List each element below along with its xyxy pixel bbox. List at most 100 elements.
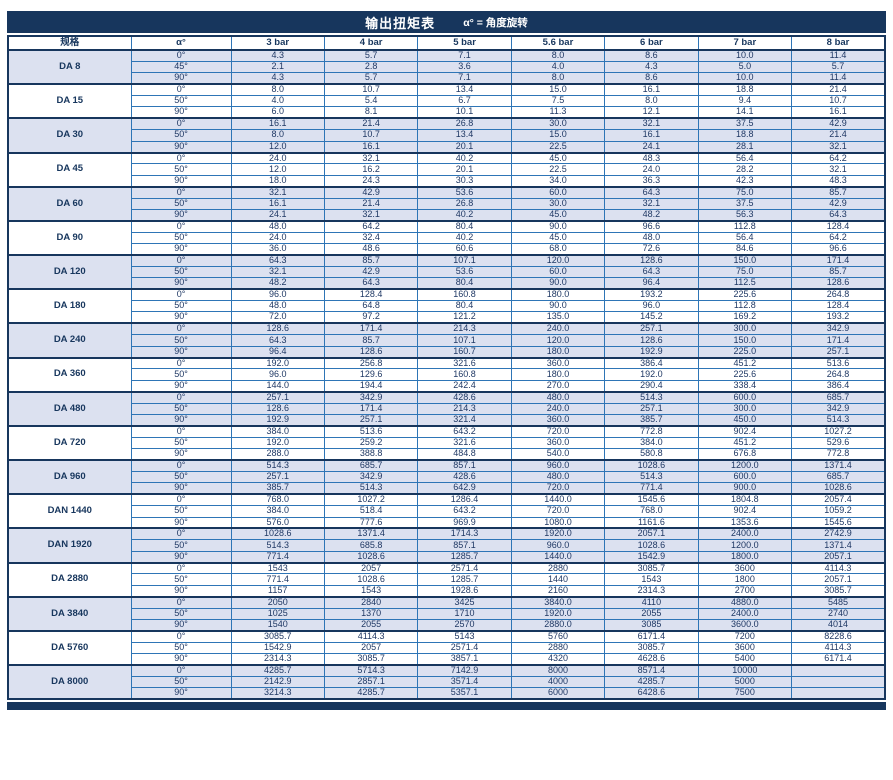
table-row: 90° 2314.3 3085.7 3857.1 4320 4628.6 5400 6171.… [8, 653, 886, 666]
value-cell: 1157 [230, 584, 325, 598]
value-cell: 1714.3 [417, 527, 512, 541]
column-header-0: 规格 [7, 35, 132, 51]
value-cell: 450.0 [697, 413, 793, 427]
value-cell: 85.7 [323, 334, 419, 347]
table-row: DA 30 0° 16.1 21.4 26.8 30.0 32.1 37.5 42.9 [7, 117, 886, 154]
value-cell: 8571.4 [604, 664, 699, 678]
value-cell: 160.8 [417, 368, 512, 381]
value-cell: 321.6 [417, 436, 512, 450]
value-cell: 3425 [417, 595, 512, 609]
value-cell: 8228.6 [791, 629, 886, 643]
value-cell: 8.6 [604, 48, 699, 62]
value-cell: 3571.4 [417, 675, 512, 689]
value-cell: 8.0 [510, 72, 606, 85]
value-cell: 3840.0 [510, 595, 606, 609]
value-cell: 3085.7 [230, 629, 325, 643]
value-cell: 2050 [230, 595, 325, 609]
table-row: 50° 48.0 64.8 80.4 90.0 96.0 112.8 128.4 [8, 300, 886, 313]
value-cell: 451.2 [697, 436, 793, 450]
value-cell: 13.4 [417, 83, 512, 97]
value-cell: 8.0 [230, 129, 325, 142]
angle-cell: 0° [130, 83, 232, 97]
table-row: 50° 2142.9 2857.1 3571.4 4000 4285.7 5000 [8, 675, 886, 689]
value-cell: 3085.7 [791, 584, 886, 598]
table-row: 45° 2.1 2.8 3.6 4.0 4.3 5.0 5.7 [8, 60, 886, 74]
value-cell: 514.3 [604, 390, 699, 404]
value-cell: 192.0 [230, 436, 325, 450]
value-cell: 2400.0 [697, 527, 793, 541]
value-cell: 4.0 [510, 60, 606, 74]
angle-cell: 0° [130, 561, 232, 575]
value-cell: 385.7 [230, 482, 325, 495]
value-cell: 514.3 [230, 459, 325, 472]
value-cell: 4114.3 [791, 641, 886, 655]
value-cell: 112.5 [697, 277, 793, 290]
value-cell: 192.0 [604, 368, 699, 381]
value-cell: 4.0 [230, 95, 325, 108]
value-cell: 720.0 [510, 482, 606, 495]
value-cell: 1028.6 [604, 459, 699, 472]
model-cell: DA 2880 [7, 561, 132, 598]
value-cell [791, 687, 886, 700]
angle-cell: 90° [130, 379, 232, 393]
table-row: DAN 1440 0° 768.0 1027.2 1286.4 1440.0 1545.6 1… [7, 493, 886, 529]
value-cell: 16.1 [230, 197, 325, 210]
value-cell: 5143 [417, 629, 512, 643]
column-header-8: 8 bar [791, 35, 886, 51]
value-cell: 4110 [604, 595, 699, 609]
angle-cell: 0° [130, 424, 232, 438]
value-cell: 1027.2 [323, 493, 419, 507]
value-cell: 11.4 [791, 72, 886, 85]
value-cell: 4.3 [230, 72, 325, 85]
value-cell: 24.1 [230, 208, 325, 222]
angle-cell: 0° [130, 117, 232, 131]
angle-cell: 0° [130, 288, 232, 302]
value-cell: 7.5 [510, 95, 606, 108]
value-cell: 1200.0 [697, 459, 793, 472]
table-row: 90° 576.0 777.6 969.9 1080.0 1161.6 1353.6 1545… [8, 516, 886, 529]
value-cell: 386.4 [604, 356, 699, 370]
value-cell: 56.4 [697, 231, 793, 245]
value-cell: 60.6 [417, 243, 512, 256]
value-cell: 37.5 [697, 117, 793, 131]
value-cell: 96.4 [230, 345, 325, 359]
value-cell: 1545.6 [791, 516, 886, 529]
value-cell: 20.1 [417, 163, 512, 176]
angle-cell: 0° [130, 664, 232, 678]
value-cell: 64.2 [323, 219, 419, 233]
value-cell: 7500 [697, 687, 793, 700]
value-cell: 777.6 [323, 516, 419, 529]
value-cell: 150.0 [697, 334, 793, 347]
value-cell: 600.0 [697, 470, 793, 484]
value-cell: 5714.3 [323, 664, 419, 678]
table-row: DA 720 0° 384.0 513.6 643.2 720.0 772.8 902.4 10… [7, 424, 886, 461]
table-row: DA 480 0° 257.1 342.9 428.6 480.0 514.3 600.0 68… [7, 390, 886, 427]
value-cell: 112.8 [697, 219, 793, 233]
model-cell: DA 240 [7, 322, 132, 359]
angle-cell: 90° [130, 208, 232, 222]
value-cell: 32.1 [604, 197, 699, 210]
value-cell [791, 664, 886, 678]
value-cell: 64.3 [230, 334, 325, 347]
value-cell: 1028.6 [323, 573, 419, 586]
table-row: 50° 1025 1370 1710 1920.0 2055 2400.0 2740 [8, 607, 886, 621]
value-cell: 386.4 [791, 379, 886, 393]
angle-cell: 50° [130, 505, 232, 518]
value-cell: 6000 [510, 687, 606, 700]
value-cell: 21.4 [791, 129, 886, 142]
value-cell: 384.0 [230, 424, 325, 438]
value-cell: 180.0 [510, 288, 606, 302]
angle-cell: 0° [130, 48, 232, 62]
value-cell: 85.7 [791, 265, 886, 279]
value-cell: 107.1 [417, 253, 512, 267]
value-cell: 513.6 [323, 424, 419, 438]
value-cell: 685.7 [323, 459, 419, 472]
value-cell: 48.6 [323, 243, 419, 256]
value-cell: 3214.3 [230, 687, 325, 700]
value-cell: 4285.7 [604, 675, 699, 689]
value-cell: 26.8 [417, 197, 512, 210]
value-cell: 121.2 [417, 311, 512, 324]
angle-cell: 50° [130, 402, 232, 416]
value-cell: 2314.3 [230, 653, 325, 666]
value-cell: 145.2 [604, 311, 699, 324]
